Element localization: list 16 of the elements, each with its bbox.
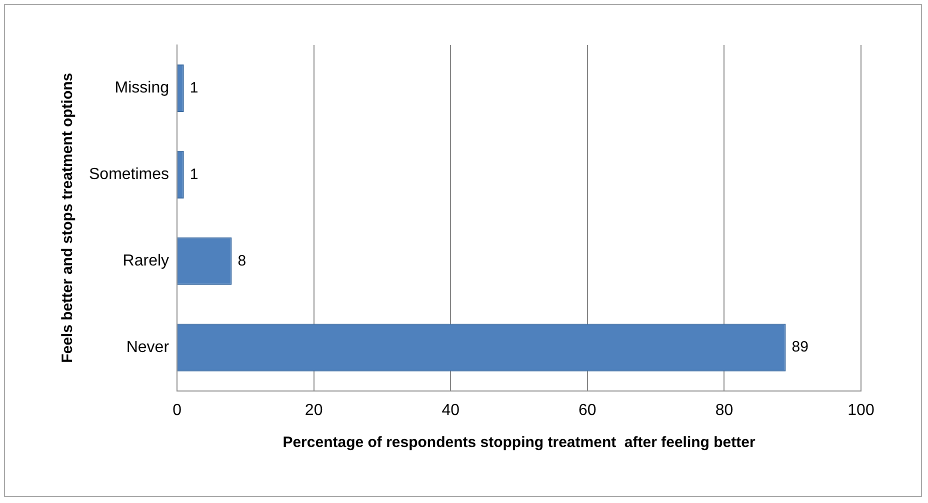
- x-tick-label: 60: [578, 402, 596, 419]
- y-axis-title: Feels better and stops treatment options: [59, 72, 76, 363]
- x-tick-label: 40: [442, 402, 460, 419]
- data-label: 89: [792, 338, 808, 356]
- y-tick-label: Missing: [114, 80, 170, 97]
- y-tick-label: Sometimes: [88, 166, 170, 184]
- x-tick-label: 20: [304, 402, 323, 419]
- x-tick-label: 0: [172, 402, 182, 419]
- data-label: 8: [238, 252, 246, 270]
- x-axis-title: Percentage of respondents stopping treatment after feeling better: [282, 434, 756, 452]
- data-label: 1: [190, 79, 198, 96]
- y-tick-label: Rarely: [122, 252, 170, 270]
- data-label: 1: [190, 166, 198, 183]
- x-tick-label: 80: [715, 402, 734, 419]
- y-tick-label: Never: [126, 338, 170, 356]
- x-tick-label: 100: [848, 402, 874, 419]
